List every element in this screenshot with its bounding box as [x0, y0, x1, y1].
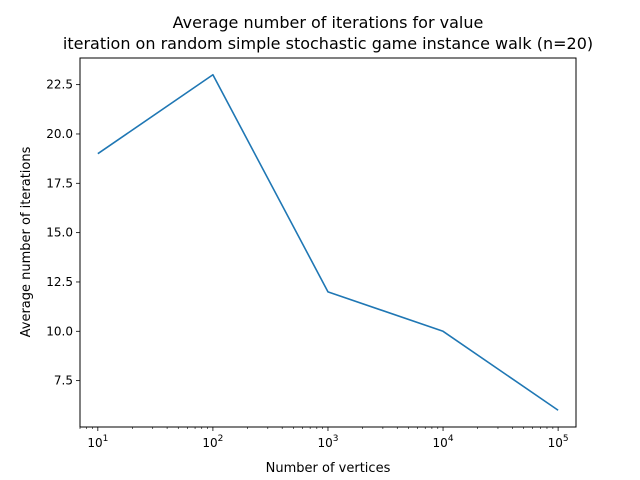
y-tick-label: 20.0	[46, 127, 73, 141]
x-tick-label: 103	[317, 434, 338, 450]
y-tick-label: 22.5	[46, 78, 73, 92]
y-tick-label: 7.5	[54, 374, 73, 388]
x-tick-label: 102	[202, 434, 223, 450]
x-tick-label: 105	[548, 434, 569, 450]
x-tick-label: 104	[433, 434, 454, 450]
x-axis-label: Number of vertices	[266, 461, 391, 476]
y-tick-label: 10.0	[46, 324, 73, 338]
chart-title-line-1: Average number of iterations for value	[173, 13, 484, 32]
x-tick-label: 101	[87, 434, 108, 450]
axis-ticks: 101 102 103 104 105 7.5 10.0 12.5 15.0 17.5 20.0 22…	[46, 78, 568, 450]
y-tick-label: 15.0	[46, 226, 73, 240]
y-axis-label: Average number of iterations	[19, 146, 34, 337]
y-tick-label: 17.5	[46, 176, 73, 190]
y-tick-label: 12.5	[46, 275, 73, 289]
plot-frame	[79, 57, 577, 428]
series-layer	[97, 73, 559, 411]
chart-title-line-2: iteration on random simple stochastic ga…	[63, 34, 593, 53]
